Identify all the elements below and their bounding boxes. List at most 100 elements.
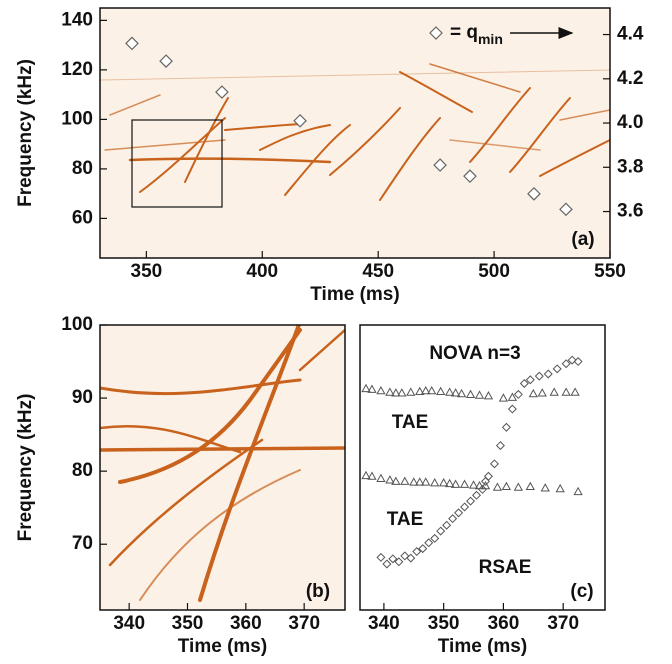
triangle-marker [501, 481, 512, 491]
plot-frame [99, 7, 611, 259]
triangle-marker [465, 389, 476, 398]
triangle-marker [376, 473, 386, 483]
y-tick-label: 120 [61, 59, 93, 80]
triangle-marker [540, 483, 550, 492]
y2-tick-label: 4.0 [617, 112, 643, 133]
diamond-marker [376, 552, 386, 562]
triangle-marker [385, 475, 395, 484]
qmin-marker [433, 158, 447, 172]
x-tick-label: 370 [288, 613, 320, 634]
y-tick-label: 80 [72, 158, 93, 179]
x-tick-label: 500 [478, 261, 510, 282]
legend-text: = qmin [450, 22, 503, 47]
triangle-marker [507, 392, 518, 401]
triangle-marker [444, 387, 455, 396]
y-tick-label: 70 [72, 533, 93, 554]
triangle-marker [421, 477, 431, 486]
plot-frame [99, 324, 346, 611]
y-tick-label: 100 [61, 314, 93, 335]
diamond-marker [534, 371, 544, 381]
y-axis-title: Frequency (kHz) [15, 59, 36, 207]
spectrogram-a [100, 63, 610, 201]
diamond-marker [448, 514, 458, 524]
qmin-marker [159, 54, 173, 68]
triangle-marker [391, 476, 401, 485]
panel-label: (a) [571, 229, 594, 250]
diamond-marker [573, 357, 583, 367]
triangle-marker [456, 388, 467, 398]
triangle-marker [367, 471, 377, 480]
triangle-marker [573, 486, 583, 496]
diamond-marker [460, 502, 470, 512]
panel-label: (c) [570, 581, 593, 602]
triangle-marker [415, 477, 425, 486]
diamond-marker [495, 441, 505, 451]
diamond-marker [406, 553, 416, 563]
diamond-marker [472, 490, 482, 500]
triangle-marker [361, 470, 371, 480]
diamond-marker [477, 484, 488, 494]
diamond-marker [424, 538, 434, 548]
triangle-marker [513, 482, 524, 491]
x-tick-label: 350 [172, 613, 204, 634]
qmin-marker [293, 113, 307, 128]
x-tick-label: 350 [131, 261, 163, 282]
triangle-marker [525, 481, 535, 491]
triangle-marker [537, 388, 547, 397]
diamond-marker [454, 508, 464, 518]
qmin-marker [125, 36, 139, 51]
triangle-marker [444, 478, 455, 488]
diamond-marker [466, 496, 476, 506]
diamond-marker [430, 533, 440, 543]
triangle-marker [409, 477, 419, 486]
x-tick-label: 350 [428, 613, 460, 634]
triangle-marker [376, 385, 386, 395]
diamond-marker [513, 389, 523, 399]
y2-tick-label: 3.6 [617, 201, 643, 222]
diamond-marker [382, 559, 392, 569]
diamond-marker [483, 471, 493, 481]
y-tick-label: 100 [61, 108, 93, 129]
x-tick-label: 450 [362, 261, 394, 282]
qmin-marker [215, 85, 229, 99]
diamond-marker [552, 364, 562, 374]
diamond-marker [412, 547, 422, 557]
legend-text-main: = q [450, 22, 478, 43]
legend-marker [429, 26, 443, 40]
triangle-marker [492, 482, 503, 491]
triangle-marker [421, 385, 431, 395]
x-tick-label: 340 [113, 613, 145, 634]
triangle-marker [439, 478, 449, 487]
x-tick-label: 550 [594, 261, 626, 282]
x-axis-title: Time (ms) [438, 636, 527, 657]
y-tick-label: 140 [61, 9, 93, 30]
diamond-marker [436, 526, 446, 536]
diamond-marker [567, 355, 577, 365]
diamond-marker [394, 557, 404, 567]
diamond-marker [418, 544, 428, 554]
spectrogram-b [100, 325, 345, 602]
y-tick-label: 90 [72, 387, 93, 408]
diamond-marker [507, 404, 517, 414]
panel-label: (b) [306, 581, 330, 602]
y2-tick-label: 4.2 [617, 68, 643, 89]
qmin-marker [527, 186, 541, 201]
series-label: TAE [387, 509, 424, 530]
triangle-marker [361, 383, 371, 393]
triangle-marker [400, 476, 410, 485]
triangle-marker [450, 479, 461, 488]
spectrogram-background [100, 8, 610, 258]
triangle-marker [555, 483, 565, 493]
series-label: TAE [392, 412, 429, 433]
x-tick-label: 360 [230, 613, 262, 634]
triangle-marker [483, 391, 494, 400]
triangle-marker [436, 386, 446, 396]
legend-subscript: min [478, 31, 503, 47]
triangle-marker [406, 387, 416, 396]
triangle-marker [450, 388, 461, 397]
triangle-marker [474, 390, 485, 399]
qmin-marker [559, 202, 573, 217]
qmin-marker [463, 169, 477, 183]
